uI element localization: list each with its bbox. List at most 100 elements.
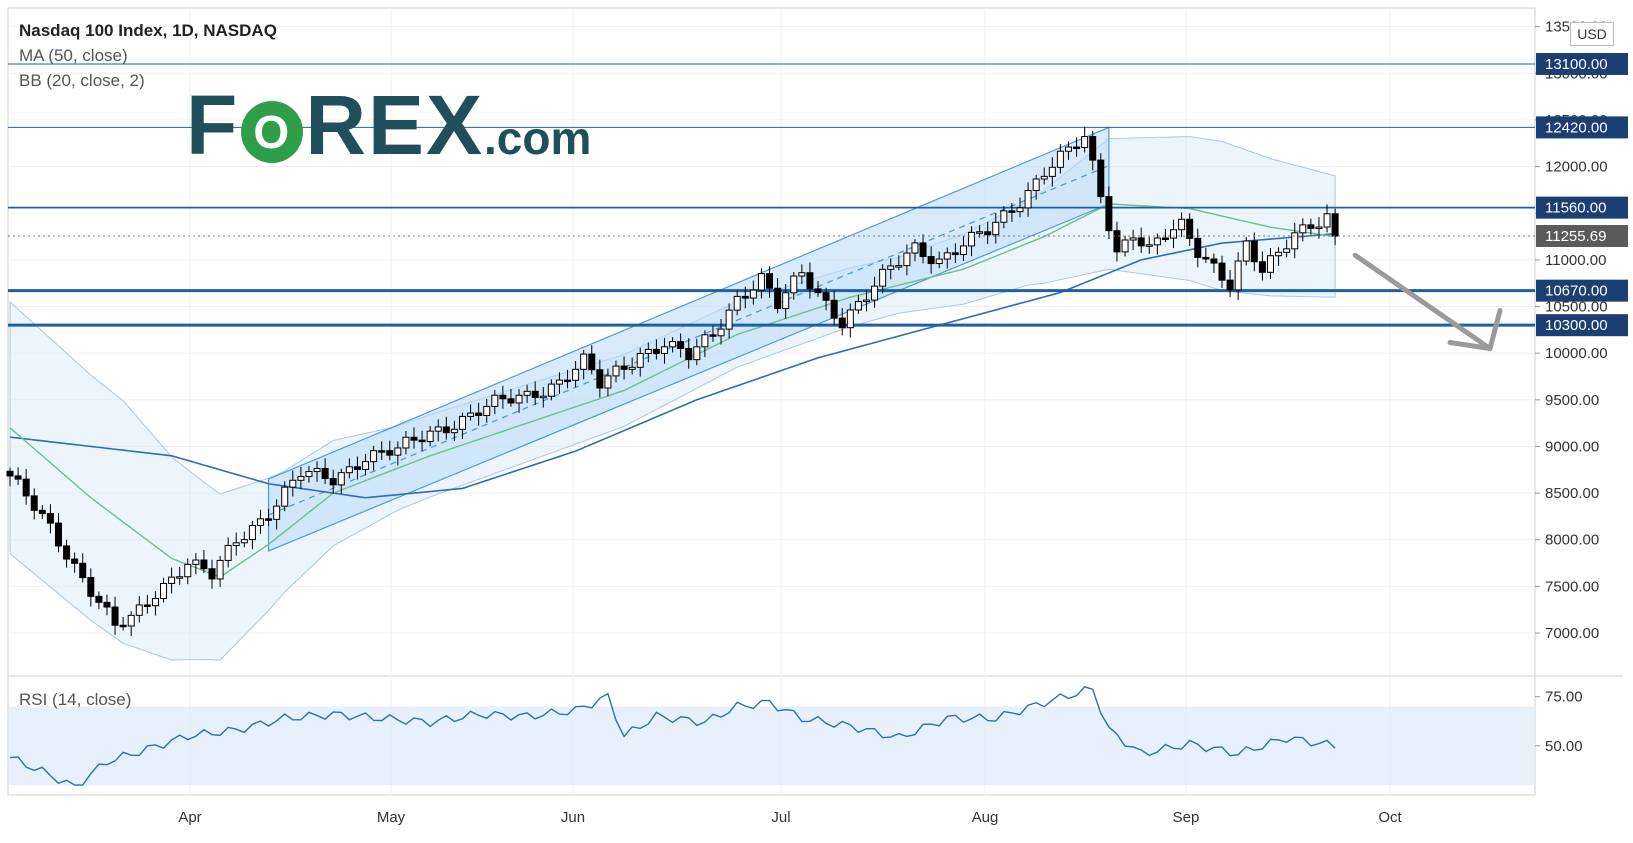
candle-body [1008, 210, 1016, 213]
candle-body [790, 275, 798, 294]
candle [184, 558, 192, 585]
candle-body [1202, 256, 1210, 260]
level-label: 11560.00 [1545, 200, 1606, 217]
candle-body [337, 472, 345, 486]
candle-body [313, 467, 321, 473]
candle [701, 330, 709, 358]
candle [887, 258, 895, 280]
y-tick-label: 11000.00 [1545, 252, 1606, 269]
candle [693, 338, 701, 366]
candle [499, 385, 507, 409]
candle-body [71, 558, 79, 564]
candle [806, 262, 814, 299]
candle [741, 286, 749, 309]
candle [652, 339, 660, 360]
candle [1089, 130, 1097, 171]
candle-body [846, 309, 854, 329]
candle [628, 357, 636, 375]
candle-body [644, 348, 652, 354]
candle-body [814, 288, 822, 294]
candle-body [467, 412, 475, 417]
candle [1016, 197, 1024, 218]
candle [1048, 157, 1056, 187]
candle-body [693, 346, 701, 361]
candle [337, 468, 345, 494]
candle-body [297, 476, 305, 481]
candle [951, 243, 959, 264]
candle [895, 255, 903, 271]
level-label: 10670.00 [1545, 283, 1608, 300]
candle [1073, 137, 1081, 157]
candle [87, 568, 95, 607]
candle [1032, 174, 1040, 200]
chart-title: Nasdaq 100 Index, 1D, NASDAQ [19, 21, 277, 40]
level-label: 13100.00 [1545, 56, 1608, 73]
currency-button[interactable]: USD [1570, 22, 1614, 46]
candle [1323, 204, 1331, 233]
candle [192, 553, 200, 575]
candle [1121, 235, 1129, 257]
candle-body [782, 292, 790, 310]
candle [838, 308, 846, 336]
candle-body [1113, 230, 1121, 253]
rsi-band [8, 706, 1535, 786]
candle-body [1283, 248, 1291, 253]
candle [1291, 222, 1299, 259]
candle-body [669, 341, 677, 348]
candle [1218, 255, 1226, 289]
candle-body [636, 352, 644, 368]
candle [418, 430, 426, 452]
candle-body [1048, 166, 1056, 177]
candle-body [927, 256, 935, 265]
candle-body [903, 252, 911, 267]
last-price-label-bg [1536, 225, 1628, 248]
candle [911, 239, 919, 262]
candle [798, 264, 806, 285]
candle [353, 456, 361, 480]
candle-body [394, 447, 402, 456]
candle [620, 356, 628, 380]
projection-arrow [1352, 252, 1493, 351]
candle-body [1234, 260, 1242, 291]
candle-body [1024, 190, 1032, 209]
candle [862, 290, 870, 312]
candle [1040, 167, 1048, 185]
level-label: 12420.00 [1545, 119, 1608, 136]
candle [782, 284, 790, 319]
y-tick-label: 10500.00 [1545, 299, 1608, 316]
candle [1000, 206, 1008, 229]
candle-body [612, 365, 620, 377]
candle [660, 337, 668, 364]
candle-body [38, 509, 46, 515]
candle-body [1137, 237, 1145, 247]
candle-body [135, 604, 143, 616]
rsi-tick-label: 50.00 [1545, 738, 1583, 755]
candle-body [935, 258, 943, 265]
candle [1226, 269, 1234, 298]
candle [1056, 144, 1064, 174]
candle [458, 412, 466, 440]
candle-body [968, 231, 976, 247]
candle-body [943, 252, 951, 260]
candle [733, 290, 741, 316]
candle [22, 468, 30, 505]
candle [30, 488, 38, 520]
candle [636, 347, 644, 377]
candle-body [6, 470, 14, 477]
candle-body [774, 287, 782, 310]
candle [871, 276, 879, 308]
level-label-bg [1536, 116, 1628, 139]
candle [1275, 247, 1283, 266]
candle-body [1161, 237, 1169, 241]
projection-arrowhead [1447, 307, 1503, 351]
candle-body [370, 450, 378, 463]
candle [968, 226, 976, 257]
candle [604, 368, 612, 397]
candle [515, 389, 523, 413]
ma-legend: MA (50, close) [19, 46, 128, 65]
candle [822, 287, 830, 311]
candle [467, 404, 475, 421]
candle [1210, 253, 1218, 273]
candle-body [895, 265, 903, 268]
